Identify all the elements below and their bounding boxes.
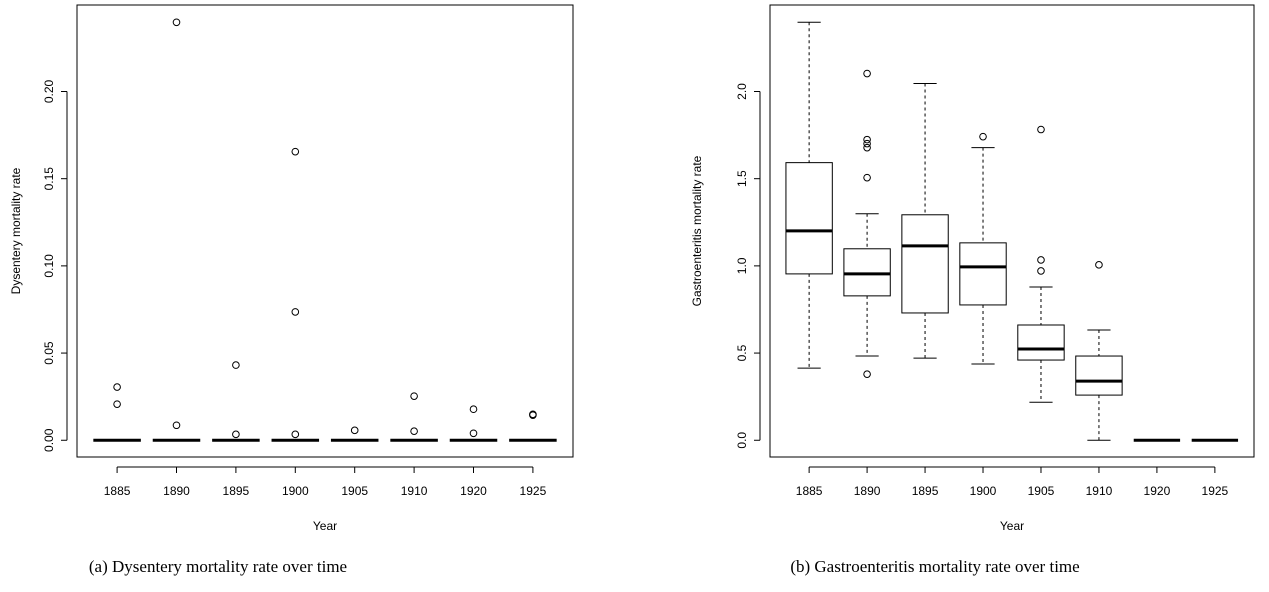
panel: 0.00 0.05 0.10 0.15 0.20 Dysentery mortality … (9, 4, 574, 576)
x-tick-label: 1895 (223, 484, 250, 498)
x-tick-label: 1910 (401, 484, 428, 498)
box (1075, 355, 1123, 396)
x-tick-label: 1885 (104, 484, 131, 498)
y-tick-label: 0.15 (42, 167, 56, 191)
y-tick-label: 0.10 (42, 254, 56, 278)
outlier (291, 430, 300, 439)
outlier (529, 411, 537, 419)
outlier (863, 143, 871, 152)
outlier (410, 427, 418, 435)
x-axis-label: Year (1000, 519, 1024, 533)
outlier (172, 421, 181, 430)
y-axis-label: Dysentery mortality rate (9, 167, 23, 294)
outlier (113, 383, 121, 391)
outlier (1037, 256, 1045, 264)
panel: 0.0 0.5 1.0 1.5 2.0 Gastroenteritis mortality… (690, 4, 1255, 576)
box (959, 242, 1007, 306)
x-tick-label: 1920 (1144, 484, 1171, 498)
outlier (863, 69, 871, 78)
y-tick-label: 0.05 (42, 341, 56, 365)
box (1017, 324, 1065, 361)
outlier (1037, 267, 1045, 275)
y-axis-label: Gastroenteritis mortality rate (690, 155, 704, 306)
box (785, 162, 833, 275)
y-tick-label: 1.5 (735, 170, 749, 187)
outlier (113, 400, 121, 408)
y-tick-label: 1.0 (735, 257, 749, 274)
x-tick-label: 1910 (1086, 484, 1113, 498)
x-tick-label: 1895 (912, 484, 939, 498)
x-axis-label: Year (313, 519, 337, 533)
y-tick-label: 0.00 (42, 428, 56, 452)
x-tick-label: 1925 (1202, 484, 1229, 498)
outlier (232, 361, 240, 369)
caption: (a) Dysentery mortality rate over time (89, 557, 347, 576)
y-tick-label: 2.0 (735, 83, 749, 100)
y-tick-label: 0.0 (735, 432, 749, 449)
x-tick-label: 1890 (854, 484, 881, 498)
x-tick-label: 1885 (796, 484, 823, 498)
x-tick-label: 1905 (341, 484, 368, 498)
outlier (979, 132, 987, 141)
x-tick-label: 1920 (460, 484, 487, 498)
y-tick-label: 0.20 (42, 79, 56, 103)
x-tick-label: 1905 (1028, 484, 1055, 498)
caption: (b) Gastroenteritis mortality rate over … (790, 557, 1079, 576)
x-tick-label: 1900 (282, 484, 309, 498)
outlier (863, 135, 871, 144)
outlier (291, 147, 300, 156)
outlier (232, 430, 240, 439)
x-tick-label: 1925 (520, 484, 547, 498)
outlier (863, 139, 871, 148)
outlier (291, 308, 300, 316)
box (843, 248, 891, 297)
outlier (172, 18, 181, 27)
outlier (350, 426, 359, 435)
outlier (469, 405, 478, 414)
plot-frame (769, 4, 1255, 458)
outlier (1037, 125, 1045, 134)
x-tick-label: 1890 (163, 484, 190, 498)
outlier (469, 429, 478, 438)
outlier (410, 392, 418, 400)
box (901, 214, 949, 314)
outlier (863, 173, 871, 182)
outlier (863, 370, 871, 378)
plot-frame (76, 4, 574, 458)
y-tick-label: 0.5 (735, 344, 749, 361)
x-tick-label: 1900 (970, 484, 997, 498)
outlier (1095, 261, 1103, 269)
